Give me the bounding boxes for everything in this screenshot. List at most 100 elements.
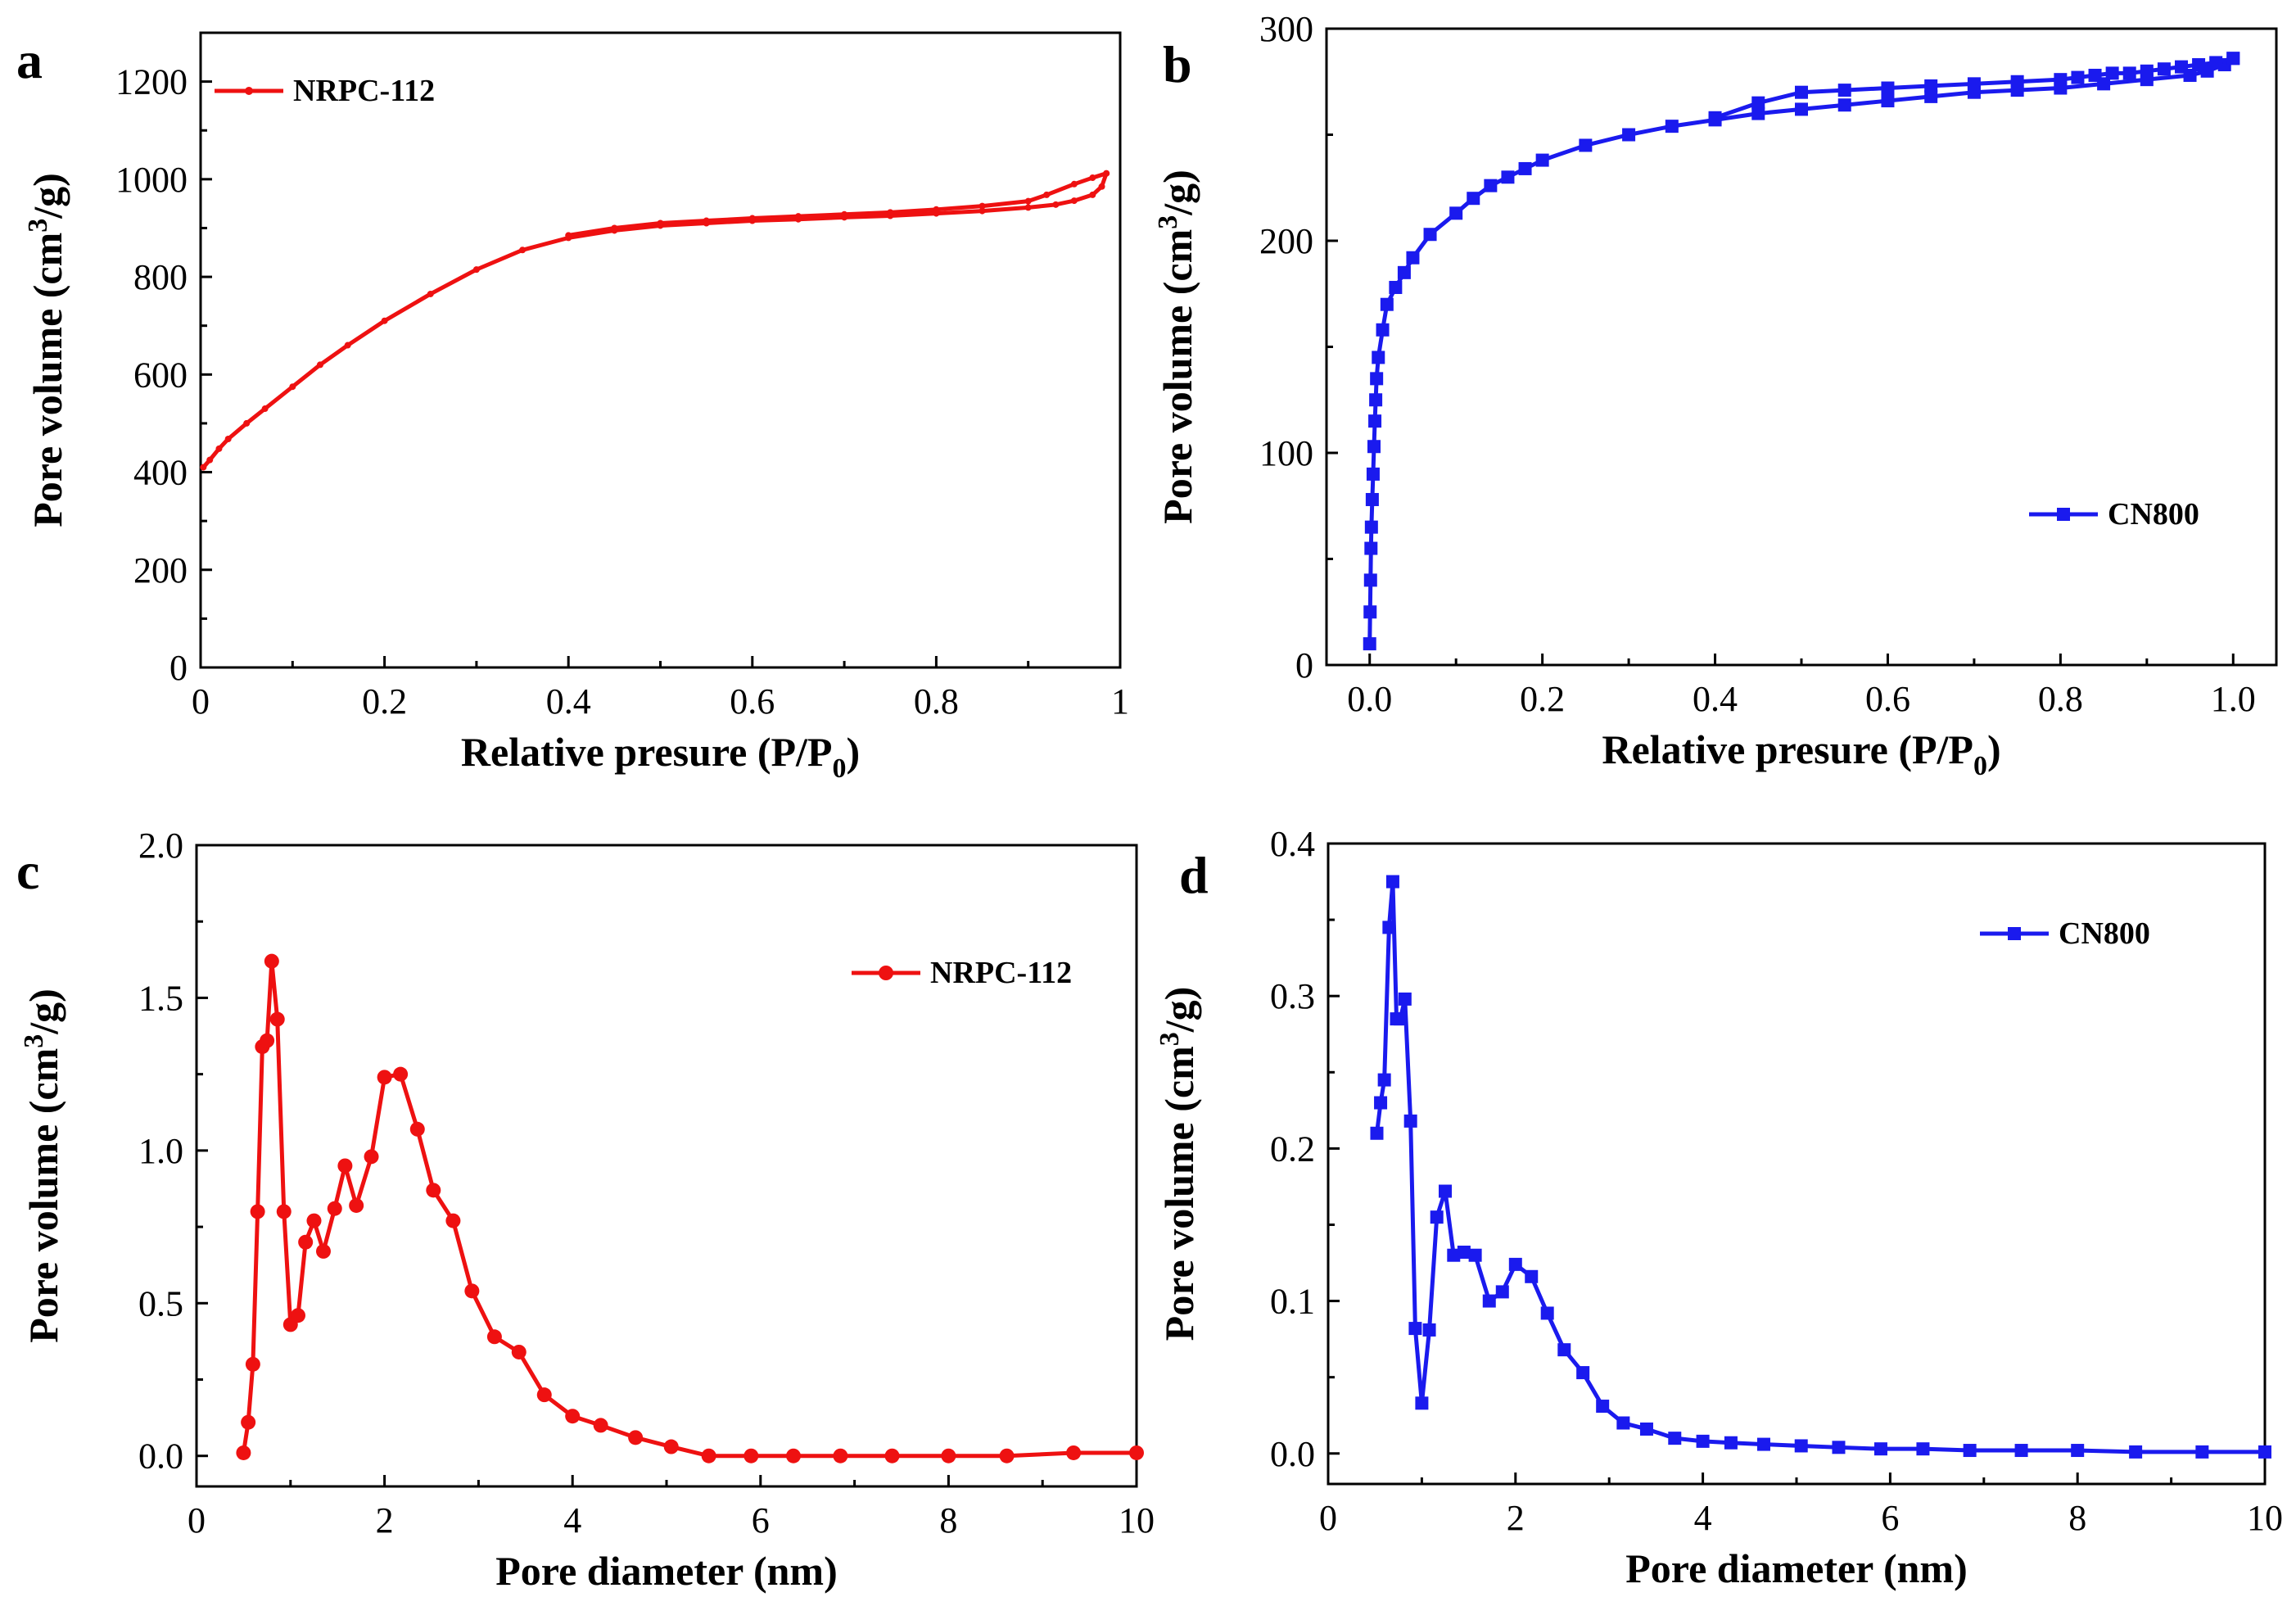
data-point [409, 1121, 425, 1137]
y-tick-label: 800 [133, 257, 188, 297]
data-point [1449, 206, 1463, 220]
data-point [657, 219, 664, 227]
data-point [1881, 94, 1895, 108]
data-point [1422, 1323, 1436, 1337]
x-tick-label: 10 [2247, 1498, 2283, 1538]
data-point [464, 1283, 480, 1299]
data-point [1665, 120, 1679, 133]
data-point [1397, 265, 1411, 279]
legend-marker [2057, 508, 2070, 521]
data-point [1364, 541, 1378, 555]
data-point [663, 1439, 679, 1454]
x-tick-label: 1 [1111, 681, 1129, 722]
x-tick-label: 0.2 [362, 681, 407, 722]
data-point [1447, 1248, 1461, 1262]
legend-label: CN800 [2059, 916, 2150, 951]
y-axis-title-end: /g) [20, 988, 66, 1035]
x-tick-label: 0 [192, 681, 210, 722]
data-point [1535, 153, 1549, 167]
data-point [1380, 297, 1394, 311]
data-point [349, 1197, 364, 1213]
data-point [1070, 197, 1078, 205]
data-point [999, 1448, 1015, 1463]
y-tick-label: 200 [133, 550, 188, 590]
data-point [1363, 573, 1377, 587]
y-tick-label: 2.0 [138, 826, 183, 866]
legend-label: NRPC-112 [293, 74, 435, 108]
x-tick-label: 0.6 [730, 681, 775, 722]
series-line-b-0 [1367, 57, 2235, 645]
panel-d: d 0 2 4 6 8 10 0.0 0.1 0.2 0.3 0.4 Pore diameter (nm… [1155, 824, 2283, 1591]
y-axis-title-sup: 3 [19, 1034, 49, 1048]
data-point [1795, 85, 1808, 99]
x-tick-label: 1.0 [2211, 679, 2256, 719]
x-tick-label: 8 [939, 1500, 957, 1540]
data-point [933, 206, 940, 213]
y-tick-label: 0 [1295, 645, 1313, 685]
data-point [794, 213, 802, 220]
x-axis-title-main: Relative presure (P/P [461, 729, 833, 775]
y-tick-label: 0.3 [1270, 976, 1315, 1016]
panel-c: c 0 2 4 6 8 10 0.0 0.5 1.0 1.5 2.0 Pore diameter (nm… [16, 826, 1155, 1594]
data-point [445, 1213, 461, 1228]
data-point [1382, 921, 1396, 934]
data-point [1439, 1184, 1452, 1198]
y-tick-label: 0.4 [1270, 824, 1315, 864]
data-point [393, 1066, 409, 1082]
data-point [1394, 1012, 1408, 1026]
data-point [1366, 467, 1380, 481]
x-axis-title-main: Relative presure (P/P [1602, 726, 1973, 772]
y-axis-title: Pore volume (cm3/g) [1155, 987, 1202, 1341]
data-point [1098, 183, 1105, 190]
data-point [1364, 520, 1378, 534]
data-point [1089, 191, 1096, 198]
y-tick-label: 0.1 [1270, 1282, 1315, 1322]
data-point [833, 1448, 848, 1463]
data-point [1467, 192, 1480, 206]
data-point [344, 342, 351, 349]
data-point [1423, 228, 1437, 242]
y-axis-title-sup: 3 [1155, 1032, 1185, 1046]
data-point [1403, 1114, 1417, 1128]
data-point [1696, 1434, 1710, 1448]
data-point [1794, 1439, 1808, 1453]
data-point [2071, 1444, 2085, 1458]
data-point [1881, 81, 1895, 95]
data-point [565, 232, 572, 239]
data-point [748, 215, 756, 222]
data-point [1540, 1306, 1554, 1320]
data-point [427, 290, 434, 297]
data-point [472, 266, 480, 274]
x-tick-label: 0.2 [1520, 679, 1565, 719]
data-point [1406, 251, 1420, 265]
data-point [1043, 191, 1051, 198]
y-axis-title: Pore volume (cm3/g) [1153, 170, 1200, 524]
data-point [215, 445, 223, 452]
data-point [260, 1033, 275, 1048]
x-axis-title: Pore diameter (nm) [495, 1548, 837, 1594]
data-point [887, 209, 894, 216]
data-point [1468, 1248, 1482, 1262]
data-point [1616, 1416, 1630, 1430]
legend: CN800 [1980, 916, 2150, 951]
data-point [1376, 323, 1390, 337]
x-axis-title-end: ) [846, 729, 860, 775]
data-point [1639, 1422, 1653, 1436]
data-point [1415, 1396, 1429, 1410]
data-point [2071, 70, 2085, 84]
x-tick-label: 0.8 [2038, 679, 2083, 719]
data-point [250, 1204, 265, 1219]
y-axis-title: Pore volume (cm3/g) [23, 173, 70, 527]
data-point [269, 1011, 285, 1027]
data-point [1374, 1096, 1388, 1110]
data-point [2175, 60, 2188, 74]
x-tick-label: 6 [752, 1500, 770, 1540]
series-line-c-0 [241, 959, 1137, 1459]
y-tick-label: 1200 [115, 62, 188, 102]
data-point [1408, 1322, 1422, 1336]
data-point [1367, 440, 1381, 454]
x-tick-label: 0 [188, 1500, 206, 1540]
data-point [2054, 73, 2068, 87]
data-point [1363, 605, 1377, 619]
legend-marker [2008, 927, 2021, 940]
